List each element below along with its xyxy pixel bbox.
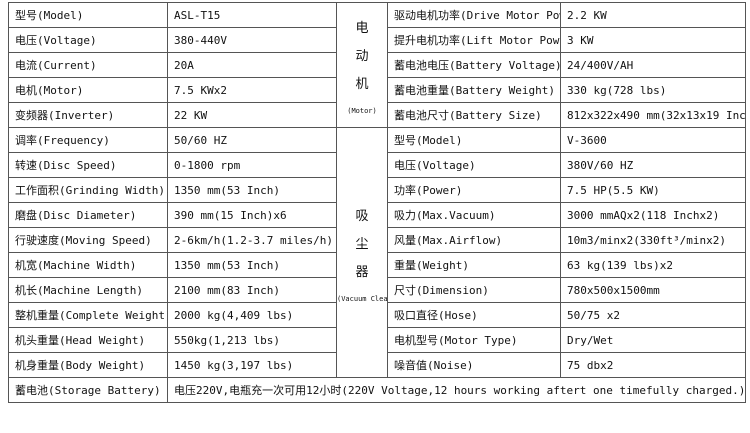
- spec-label: 工作面积(Grinding Width): [8, 177, 168, 203]
- spec-label: 电流(Current): [8, 52, 168, 78]
- spec-value: 812x322x490 mm(32x13x19 Inch): [560, 102, 746, 128]
- spec-value: 380-440V: [167, 27, 337, 53]
- spec-label: 提升电机功率(Lift Motor Power): [387, 27, 561, 53]
- spec-value: 20A: [167, 52, 337, 78]
- spec-value: 50/75 x2: [560, 302, 746, 328]
- spec-value: V-3600: [560, 127, 746, 153]
- spec-value: 22 KW: [167, 102, 337, 128]
- spec-value: 3000 mmAQx2(118 Inchx2): [560, 202, 746, 228]
- spec-label: 尺寸(Dimension): [387, 277, 561, 303]
- spec-value: 63 kg(139 lbs)x2: [560, 252, 746, 278]
- spec-label: 电压(Voltage): [8, 27, 168, 53]
- spec-label: 蓄电池尺寸(Battery Size): [387, 102, 561, 128]
- spec-value: 390 mm(15 Inch)x6: [167, 202, 337, 228]
- spec-value: 2100 mm(83 Inch): [167, 277, 337, 303]
- spec-label: 蓄电池电压(Battery Voltage): [387, 52, 561, 78]
- spec-value: 电压220V,电瓶充一次可用12小时(220V Voltage,12 hours…: [167, 377, 746, 403]
- spec-label: 吸力(Max.Vacuum): [387, 202, 561, 228]
- group-title: 吸尘器: [355, 208, 369, 280]
- spec-value: 2-6km/h(1.2-3.7 miles/h): [167, 227, 337, 253]
- table-row: 磨盘(Disc Diameter) 390 mm(15 Inch)x6 吸力(Max…: [8, 202, 746, 228]
- table-row: 工作面积(Grinding Width) 1350 mm(53 Inch) 功率(P…: [8, 177, 746, 203]
- table-row: 型号(Model) ASL-T15 电动机 (Motor) 驱动电机功率(Drive M…: [8, 2, 746, 128]
- table-row: 电压(Voltage) 380-440V 提升电机功率(Lift Motor Pow…: [8, 27, 746, 53]
- spec-value: 50/60 HZ: [167, 127, 337, 153]
- spec-value: 7.5 HP(5.5 KW): [560, 177, 746, 203]
- spec-value: 330 kg(728 lbs): [560, 77, 746, 103]
- table-body: 型号(Model) ASL-T15 电动机 (Motor) 驱动电机功率(Drive M…: [8, 2, 746, 403]
- spec-label: 驱动电机功率(Drive Motor Power): [387, 2, 561, 28]
- spec-label: 机身重量(Body Weight): [8, 352, 168, 378]
- spec-label: 变频器(Inverter): [8, 102, 168, 128]
- spec-label: 功率(Power): [387, 177, 561, 203]
- table-row: 变频器(Inverter) 22 KW 蓄电池尺寸(Battery Size) 812…: [8, 102, 746, 128]
- table-row: 整机重量(Complete Weight) 2000 kg(4,409 lbs) 吸…: [8, 302, 746, 328]
- group-subtitle: (Motor): [347, 107, 377, 115]
- spec-label: 电压(Voltage): [387, 152, 561, 178]
- spec-value: Dry/Wet: [560, 327, 746, 353]
- spec-table: 型号(Model) ASL-T15 电动机 (Motor) 驱动电机功率(Drive M…: [8, 2, 746, 403]
- spec-label: 整机重量(Complete Weight): [8, 302, 168, 328]
- spec-label: 型号(Model): [8, 2, 168, 28]
- spec-value: 24/400V/AH: [560, 52, 746, 78]
- spec-label: 转速(Disc Speed): [8, 152, 168, 178]
- spec-label: 电机(Motor): [8, 77, 168, 103]
- spec-value: 1450 kg(3,197 lbs): [167, 352, 337, 378]
- group-subtitle: (Vacuum Cleaner): [337, 294, 388, 303]
- table-row: 行驶速度(Moving Speed) 2-6km/h(1.2-3.7 miles/…: [8, 227, 746, 253]
- group-title: 电动机: [355, 21, 369, 92]
- spec-label: 吸口直径(Hose): [387, 302, 561, 328]
- spec-label: 调率(Frequency): [8, 127, 168, 153]
- spec-label: 机长(Machine Length): [8, 277, 168, 303]
- spec-value: 10m3/minx2(330ft³/minx2): [560, 227, 746, 253]
- table-row: 电流(Current) 20A 蓄电池电压(Battery Voltage) 24/4…: [8, 52, 746, 78]
- spec-value: ASL-T15: [167, 2, 337, 28]
- spec-label: 重量(Weight): [387, 252, 561, 278]
- spec-label: 蓄电池重量(Battery Weight): [387, 77, 561, 103]
- spec-label: 行驶速度(Moving Speed): [8, 227, 168, 253]
- spec-value: 0-1800 rpm: [167, 152, 337, 178]
- spec-value: 1350 mm(53 Inch): [167, 177, 337, 203]
- spec-value: 7.5 KWx2: [167, 77, 337, 103]
- spec-value: 2000 kg(4,409 lbs): [167, 302, 337, 328]
- spec-label: 型号(Model): [387, 127, 561, 153]
- spec-label: 磨盘(Disc Diameter): [8, 202, 168, 228]
- group-cell: 吸尘器 (Vacuum Cleaner): [336, 127, 388, 378]
- spec-value: 380V/60 HZ: [560, 152, 746, 178]
- spec-label: 机头重量(Head Weight): [8, 327, 168, 353]
- spec-value: 75 dbx2: [560, 352, 746, 378]
- table-row: 调率(Frequency)50/60 HZ 吸尘器 (Vacuum Cleaner)…: [8, 127, 746, 378]
- table-row: 机头重量(Head Weight) 550kg(1,213 lbs) 电机型号(Mo…: [8, 327, 746, 353]
- spec-label: 噪音值(Noise): [387, 352, 561, 378]
- spec-label: 蓄电池(Storage Battery): [8, 377, 168, 403]
- spec-value: 780x500x1500mm: [560, 277, 746, 303]
- spec-value: 2.2 KW: [560, 2, 746, 28]
- table-row: 转速(Disc Speed) 0-1800 rpm 电压(Voltage) 380V/…: [8, 152, 746, 178]
- group-cell: 电动机 (Motor): [336, 2, 388, 128]
- table-row: 机身重量(Body Weight) 1450 kg(3,197 lbs) 噪音值(N…: [8, 352, 746, 378]
- spec-label: 风量(Max.Airflow): [387, 227, 561, 253]
- spec-label: 电机型号(Motor Type): [387, 327, 561, 353]
- spec-label: 机宽(Machine Width): [8, 252, 168, 278]
- spec-value: 550kg(1,213 lbs): [167, 327, 337, 353]
- table-row: 电机(Motor) 7.5 KWx2 蓄电池重量(Battery Weight) 33…: [8, 77, 746, 103]
- table-row: 蓄电池(Storage Battery) 电压220V,电瓶充一次可用12小时(2…: [8, 377, 746, 403]
- spec-value: 1350 mm(53 Inch): [167, 252, 337, 278]
- spec-value: 3 KW: [560, 27, 746, 53]
